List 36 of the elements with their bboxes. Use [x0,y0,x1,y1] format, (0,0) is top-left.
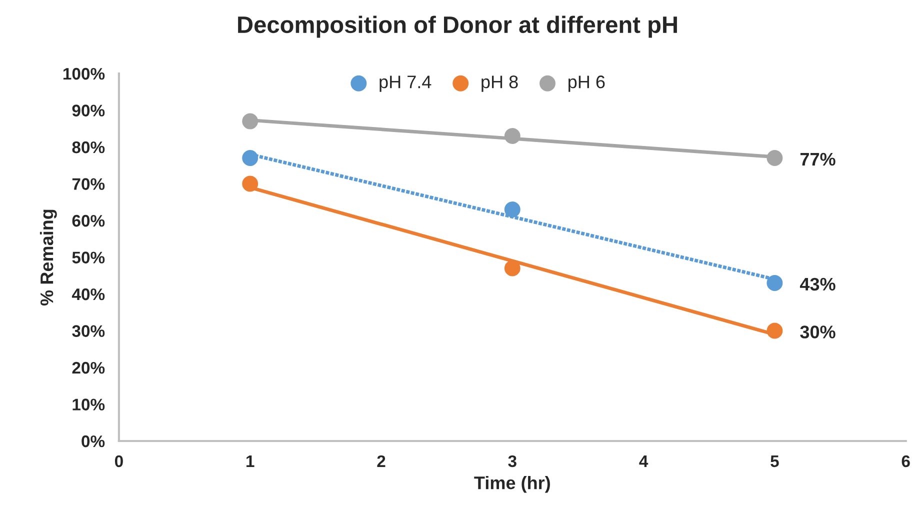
point [766,150,783,166]
x-tick-label: 1 [246,456,254,467]
point [504,128,520,144]
x-tick-label: 3 [508,455,516,468]
point [766,274,783,291]
y-tick-label: 100% [63,68,105,80]
y-tick-label: 20% [72,362,105,374]
point [504,260,520,276]
chart-title: Decomposition of Donor at different pH [238,16,677,38]
point [242,176,258,192]
data-label: 43% [800,278,836,291]
y-tick-label: 70% [72,178,105,190]
point [504,201,520,218]
y-tick-label: 0% [82,435,105,448]
y-tick-label: 10% [72,398,105,410]
x-tick-label: 6 [902,455,910,468]
y-tick-label: 60% [72,214,105,227]
data-label: 30% [800,326,836,338]
point [766,322,783,339]
y-tick-label: 90% [72,104,105,116]
y-tick-label: 40% [72,288,105,300]
point [242,150,258,166]
x-axis-title: Time (hr) [474,476,550,493]
legend-label: pH 8 [482,76,518,92]
y-axis-title: % Remaing [40,210,57,306]
point [242,113,258,130]
y-tick-label: 50% [72,252,105,264]
x-tick-label: 4 [639,456,648,467]
x-tick-label: 5 [770,456,779,468]
legend-label: pH 7.4 [380,76,432,92]
y-tick-label: 80% [72,141,105,154]
data-label: 77% [800,152,836,166]
y-tick-label: 30% [72,325,105,337]
legend-label: pH 6 [568,76,605,92]
x-tick-label: 2 [377,455,386,467]
x-tick-label: 0 [114,455,123,468]
